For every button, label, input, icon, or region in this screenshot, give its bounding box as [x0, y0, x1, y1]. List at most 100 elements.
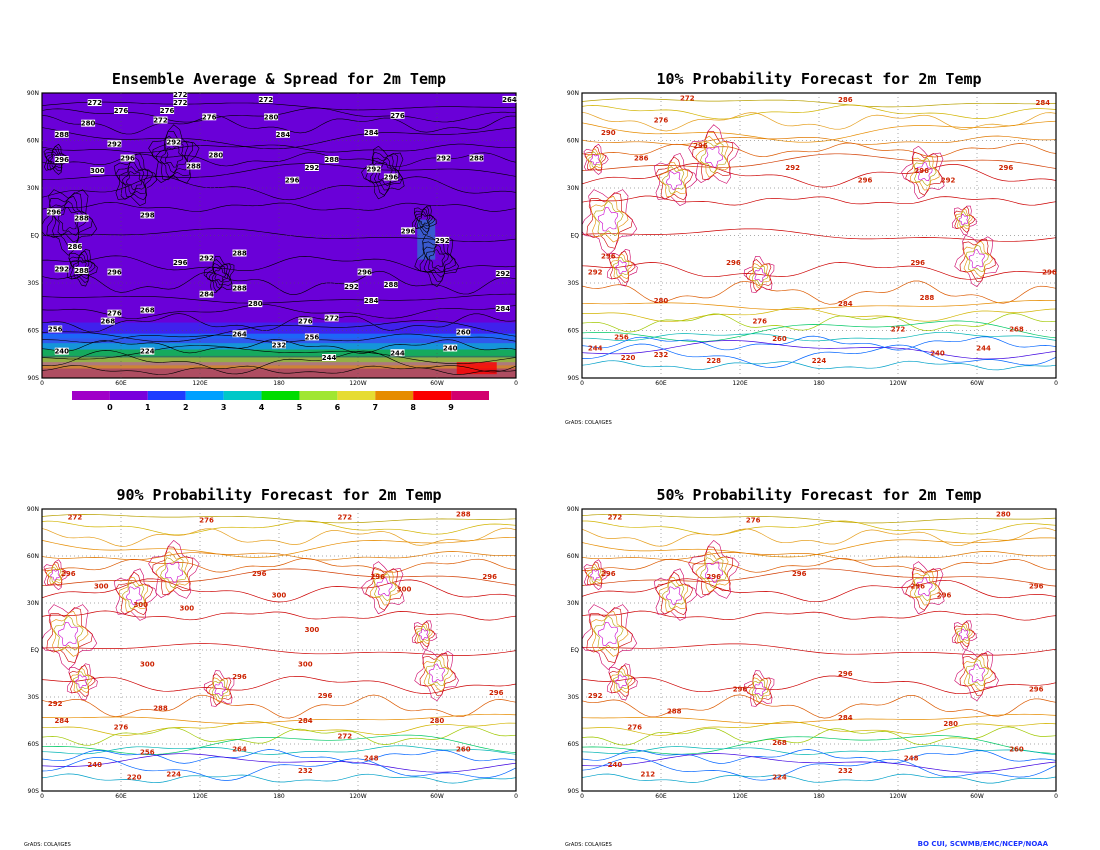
- contour-label-p3-8: 296: [1029, 582, 1044, 590]
- contour-label-p3-18: 260: [1009, 745, 1024, 753]
- lon-tick-p2-5: 60W: [430, 793, 444, 800]
- label-box-p0-50: [107, 309, 122, 317]
- land-outline-p1-3-2: [695, 135, 730, 178]
- land-outline-p0-4-0: [203, 255, 235, 293]
- contour-label-p0-63: 260: [456, 329, 471, 337]
- contour-label-p0-21: 280: [264, 113, 279, 121]
- contour-p3-0: [582, 513, 1056, 524]
- colorbar-label-9: 9: [448, 403, 454, 412]
- land-outline-p0-5-0: [361, 145, 405, 200]
- lon-tick-p0-6: 0: [514, 380, 518, 387]
- contour-p3-7: [582, 578, 1056, 603]
- contour-label-p0-26: 292: [436, 155, 451, 163]
- land-outline-p3-0-1: [586, 607, 633, 664]
- land-outline-p1-8-1: [584, 146, 607, 172]
- lat-tick-p3-5: 60S: [568, 741, 580, 748]
- contour-p1-15: [582, 320, 1056, 342]
- land-outline-p0-4-2: [208, 263, 231, 289]
- colorbar-label-6: 6: [335, 403, 341, 412]
- contour-p3-3: [582, 537, 1056, 558]
- contour-p1-11: [582, 280, 1056, 305]
- lon-tick-p0-4: 120W: [349, 380, 366, 387]
- contour-label-p0-60: 244: [322, 354, 337, 362]
- contour-label-p0-57: 240: [54, 348, 69, 356]
- lon-tick-p2-0: 0: [40, 793, 44, 800]
- colorbar-swatch-4: [223, 391, 262, 400]
- contour-label-p0-11: 300: [90, 167, 105, 175]
- lon-tick-p1-6: 0: [1054, 380, 1058, 387]
- land-outline-p2-0-3: [53, 615, 84, 651]
- label-box-p0-3: [114, 107, 128, 114]
- contour-label-p2-27: 256: [140, 748, 155, 756]
- contour-label-p1-7: 292: [785, 164, 800, 172]
- lat-tick-p0-1: 60N: [27, 138, 39, 145]
- contour-p0-12: [42, 293, 516, 304]
- contour-label-p1-12: 296: [910, 259, 925, 267]
- contour-label-p0-23: 296: [285, 177, 300, 185]
- contour-p1-20: [582, 360, 1056, 371]
- land-outline-p2-7-3: [416, 626, 431, 642]
- label-box-p0-46: [199, 290, 214, 298]
- lon-tick-p1-2: 120E: [732, 380, 747, 387]
- colorbar-swatch-8: [375, 391, 414, 400]
- spread-land-patch: [417, 219, 436, 260]
- land-outline-p1-7-4: [958, 213, 969, 226]
- lon-tick-p0-5: 60W: [430, 380, 444, 387]
- colorbar-swatch-5: [261, 391, 300, 400]
- contour-label-p0-50: 276: [107, 310, 122, 318]
- label-box-p0-38: [173, 259, 188, 266]
- contour-label-p2-24: 276: [114, 723, 129, 731]
- contour-p1-0: [582, 98, 1056, 108]
- contour-p3-5: [582, 558, 1056, 573]
- contour-label-p0-19: 276: [390, 112, 405, 120]
- land-outline-p3-5-4: [916, 577, 933, 597]
- contour-label-p0-52: 268: [140, 307, 155, 315]
- land-outline-p3-2-0: [653, 568, 698, 621]
- contour-label-p1-11: 296: [999, 164, 1014, 172]
- colorbar-label-1: 1: [145, 403, 151, 412]
- contour-p1-5: [582, 142, 1056, 158]
- land-outline-p1-6-2: [963, 240, 993, 278]
- land-outline-p1-2-0: [653, 153, 698, 206]
- land-outline-p2-1-0: [66, 663, 98, 701]
- contour-label-p0-42: 292: [344, 283, 359, 291]
- contour-label-p0-0: 272: [87, 99, 102, 107]
- land-outline-p2-4-0: [203, 670, 235, 707]
- credit-bottom-right: GrADS: COLA/IGES: [565, 842, 612, 848]
- contour-label-p2-33: 260: [456, 745, 471, 753]
- land-outline-p2-8-2: [46, 564, 64, 585]
- contour-label-p3-21: 232: [838, 767, 853, 775]
- land-outline-p3-5-0: [901, 561, 945, 615]
- contour-label-p1-14: 296: [726, 259, 741, 267]
- contour-label-p0-33: 292: [435, 237, 450, 245]
- contour-p3-14: [582, 726, 1056, 746]
- contour-label-p3-14: 284: [838, 714, 853, 722]
- lon-tick-p1-4: 120W: [889, 380, 906, 387]
- contour-label-p0-54: 272: [324, 314, 339, 322]
- land-outline-p1-5-4: [916, 162, 933, 182]
- contour-label-p3-2: 280: [996, 510, 1011, 518]
- contour-label-p2-8: 296: [252, 570, 267, 578]
- lat-tick-p2-0: 90N: [27, 506, 39, 513]
- land-outline-p3-2-4: [665, 586, 683, 606]
- land-outline-p0-2-3: [121, 166, 145, 195]
- land-outline-p0-0-0: [42, 189, 98, 256]
- panel-title-p10: 10% Probability Forecast for 2m Temp: [656, 70, 982, 88]
- contour-label-p0-59: 232: [272, 341, 287, 349]
- contour-p1-12: [582, 300, 1056, 310]
- label-box-p0-63: [456, 328, 471, 336]
- land-outline-p1-4-0: [743, 255, 775, 293]
- lat-tick-p0-2: 30N: [27, 185, 39, 192]
- land-outline-p3-3-0: [688, 539, 740, 599]
- contour-label-p2-18: 296: [489, 689, 504, 697]
- contour-label-p2-4: 296: [61, 570, 76, 578]
- contour-label-p0-5: 280: [81, 120, 96, 128]
- contour-label-p0-36: 288: [74, 267, 89, 275]
- lat-tick-p0-4: 30S: [28, 280, 40, 287]
- land-outline-p0-1-2: [70, 253, 93, 280]
- land-outline-p1-3-1: [692, 130, 734, 181]
- land-outline-p2-5-3: [373, 573, 397, 602]
- contour-p3-4: [582, 551, 1056, 561]
- land-outline-p0-2-4: [125, 171, 143, 191]
- land-outline-p3-6-2: [963, 655, 993, 692]
